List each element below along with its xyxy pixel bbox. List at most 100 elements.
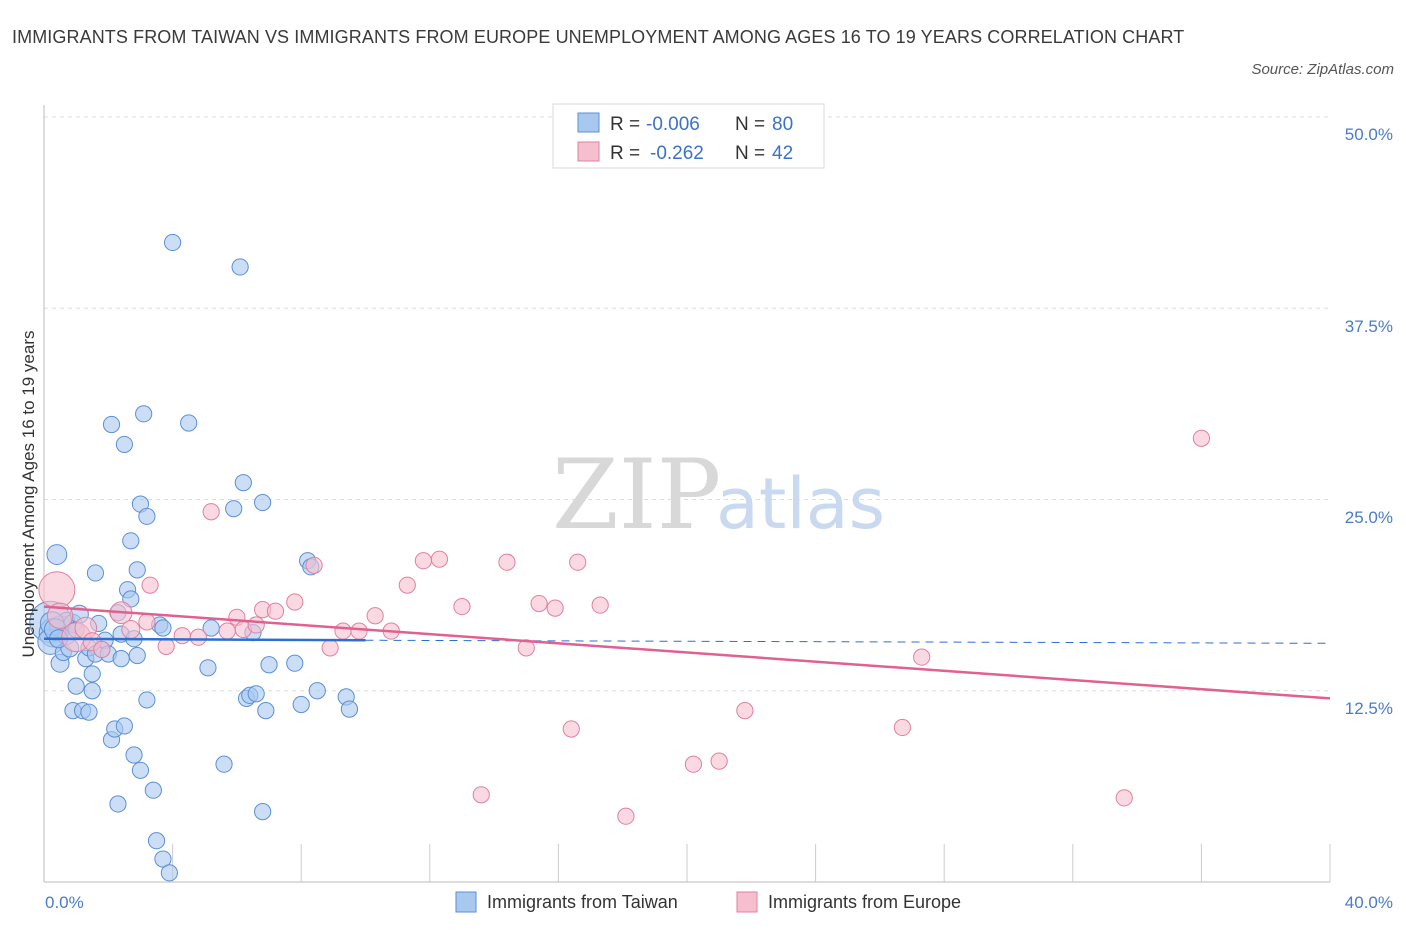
europe-point-37: [569, 553, 587, 571]
legend-n-value-taiwan: 80: [772, 114, 793, 135]
taiwan-point-55: [180, 414, 198, 432]
europe-point-14: [218, 622, 236, 640]
y-tick-label-12-5: 12.5%: [1345, 699, 1393, 718]
europe-point-11: [173, 627, 191, 645]
europe-point-20: [286, 593, 304, 611]
europe-point-38: [591, 596, 609, 614]
taiwan-point-13: [67, 677, 85, 695]
europe-point-29: [430, 550, 449, 568]
europe-point-42: [736, 702, 754, 720]
legend-r-label-europe: R =: [610, 143, 640, 164]
europe-point-24: [350, 622, 368, 640]
europe-point-44: [913, 648, 931, 666]
taiwan-point-58: [215, 755, 233, 773]
y-tick-label-50: 50.0%: [1345, 125, 1393, 144]
taiwan-point-54: [164, 233, 182, 252]
bottom-legend-label-europe: Immigrants from Europe: [768, 892, 961, 912]
taiwan-point-60: [231, 258, 249, 276]
taiwan-point-66: [254, 803, 272, 821]
europe-point-45: [1115, 789, 1133, 807]
taiwan-point-40: [125, 746, 143, 764]
chart-title: IMMIGRANTS FROM TAIWAN VS IMMIGRANTS FRO…: [12, 27, 1185, 47]
legend-swatch-taiwan: [577, 112, 600, 133]
taiwan-point-22: [86, 564, 105, 582]
europe-point-36: [562, 720, 580, 738]
taiwan-point-65: [247, 685, 265, 703]
taiwan-point-68: [257, 702, 275, 720]
europe-point-35: [546, 599, 564, 617]
taiwan-point-47: [138, 507, 156, 525]
gridlines: [44, 116, 1330, 692]
europe-point-12: [189, 628, 207, 646]
taiwan-trend-line: [43, 637, 366, 642]
legend-r-value-taiwan: -0.006: [646, 114, 700, 135]
taiwan-point-37: [122, 532, 140, 550]
legend-n-value-europe: 42: [772, 143, 793, 164]
taiwan-point-17: [80, 703, 98, 721]
europe-point-25: [366, 607, 384, 625]
europe-point-21: [305, 556, 323, 574]
y-tick-label-37-5: 37.5%: [1345, 317, 1393, 336]
taiwan-point-31: [109, 795, 127, 813]
taiwan-point-48: [144, 781, 162, 799]
bottom-legend-label-taiwan: Immigrants from Taiwan: [487, 892, 678, 912]
taiwan-point-34: [115, 435, 133, 454]
x-tick-label-40: 40.0%: [1345, 893, 1393, 912]
taiwan-point-59: [225, 500, 243, 518]
taiwan-point-42: [128, 561, 146, 579]
europe-point-28: [414, 552, 432, 570]
europe-point-43: [893, 718, 912, 737]
europe-trend-line: [43, 605, 1331, 700]
taiwan-point-33: [112, 650, 130, 668]
legend-r-label-taiwan: R =: [610, 114, 640, 135]
bottom-legend-swatch-taiwan: [455, 891, 477, 913]
europe-point-7: [121, 620, 141, 640]
europe-points: [38, 429, 1211, 825]
europe-point-40: [684, 755, 703, 773]
taiwan-point-67: [254, 493, 272, 512]
taiwan-point-76: [340, 700, 359, 718]
taiwan-point-61: [234, 474, 252, 492]
y-tick-label-25: 25.0%: [1345, 508, 1393, 527]
legend-n-label-taiwan: N =: [735, 114, 765, 135]
taiwan-point-20: [83, 682, 101, 700]
taiwan-points: [29, 233, 359, 882]
europe-point-23: [334, 622, 352, 640]
taiwan-point-74: [308, 682, 326, 700]
taiwan-point-49: [147, 832, 166, 850]
europe-point-8: [138, 613, 156, 631]
taiwan-point-43: [131, 761, 150, 779]
taiwan-point-70: [286, 654, 304, 672]
europe-point-32: [498, 553, 516, 571]
taiwan-point-69: [260, 656, 278, 674]
taiwan-point-56: [199, 659, 217, 677]
europe-point-19: [266, 602, 285, 620]
europe-point-30: [453, 598, 471, 616]
taiwan-point-19: [83, 665, 101, 683]
legend-r-value-europe: -0.262: [650, 143, 704, 164]
europe-point-10: [157, 637, 175, 655]
taiwan-point-35: [115, 717, 133, 735]
legend-swatch-europe: [577, 141, 600, 162]
taiwan-point-46: [138, 691, 156, 709]
europe-point-46: [1192, 429, 1211, 447]
europe-point-1: [46, 602, 74, 629]
europe-point-27: [398, 576, 416, 594]
europe-point-41: [710, 752, 728, 770]
x-axis-ticks: [43, 844, 1331, 882]
europe-point-13: [202, 503, 220, 521]
trend-lines: [43, 605, 1331, 700]
europe-point-5: [93, 640, 111, 659]
bottom-legend-swatch-europe: [736, 891, 758, 913]
legend-n-label-europe: N =: [735, 143, 765, 164]
europe-point-9: [141, 576, 159, 594]
watermark-zip: ZIP: [552, 439, 721, 551]
taiwan-point-53: [160, 864, 178, 882]
chart-source: Source: ZipAtlas.com: [1251, 61, 1394, 78]
y-axis-title: Unemployment Among Ages 16 to 19 years: [19, 331, 38, 658]
europe-point-22: [321, 639, 339, 657]
taiwan-point-71: [292, 695, 310, 714]
taiwan-point-51: [154, 619, 172, 637]
europe-point-31: [472, 786, 490, 804]
